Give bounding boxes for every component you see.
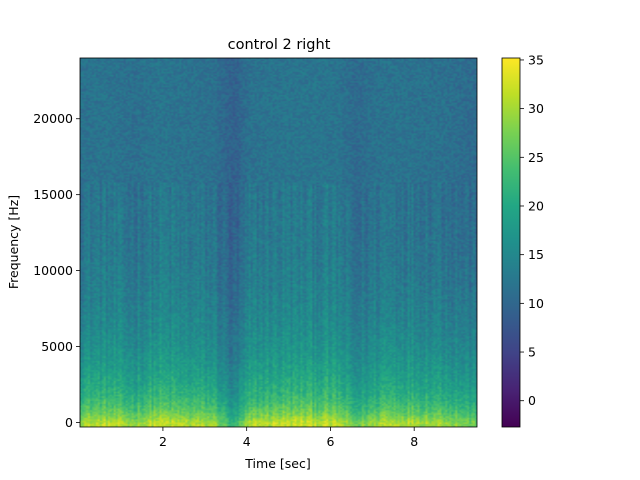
x-tick-label: 2 <box>159 434 167 449</box>
colorbar-ticks: 0 5 10 15 20 25 30 35 <box>520 52 544 408</box>
colorbar-tick-label: 20 <box>528 198 544 213</box>
colorbar-tick-label: 0 <box>528 393 536 408</box>
plot-area <box>79 57 478 428</box>
y-tick-label: 5000 <box>41 339 73 354</box>
y-axis: 0 5000 10000 15000 20000 <box>33 111 80 430</box>
colorbar-frame <box>501 57 521 428</box>
colorbar-tick-label: 35 <box>528 52 544 67</box>
x-tick-label: 4 <box>243 434 251 449</box>
spectrogram-heatmap <box>80 58 477 427</box>
colorbar: 0 5 10 15 20 25 30 35 <box>501 52 544 428</box>
colorbar-tick-label: 30 <box>528 101 544 116</box>
colorbar-gradient <box>502 58 520 427</box>
y-axis-label: Frequency [Hz] <box>6 195 21 289</box>
colorbar-tick-label: 15 <box>528 247 544 262</box>
colorbar-tick-label: 5 <box>528 345 536 360</box>
x-axis-label: Time [sec] <box>244 456 310 471</box>
x-tick-label: 8 <box>410 434 418 449</box>
y-tick-label: 20000 <box>33 111 73 126</box>
y-tick-label: 15000 <box>33 187 73 202</box>
colorbar-tick-label: 25 <box>528 150 544 165</box>
x-axis: 2 4 6 8 <box>159 427 418 449</box>
x-tick-label: 6 <box>326 434 334 449</box>
chart-title: control 2 right <box>228 37 331 53</box>
colorbar-tick-label: 10 <box>528 296 544 311</box>
y-tick-label: 0 <box>65 415 73 430</box>
y-tick-label: 10000 <box>33 263 73 278</box>
plot-frame <box>79 57 478 428</box>
